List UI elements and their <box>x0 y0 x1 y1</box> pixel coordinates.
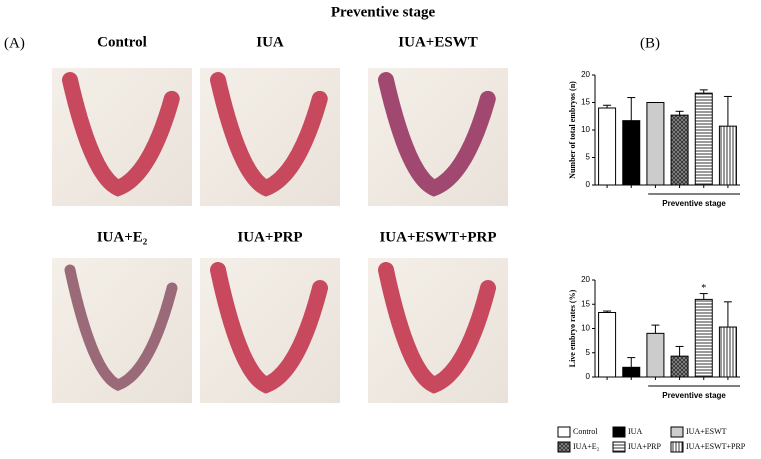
uterus-horn <box>210 262 328 394</box>
bar <box>718 326 737 378</box>
panel-label: (A) <box>4 35 25 51</box>
y-tick-label: 20 <box>581 70 590 79</box>
legend-label: IUA+E₂ <box>573 442 600 451</box>
uterus-horn <box>378 72 496 197</box>
group-label: Preventive stage <box>662 199 726 208</box>
legend-label: IUA+PRP <box>628 442 662 451</box>
bar <box>646 332 665 378</box>
legend-swatch <box>557 441 571 453</box>
photo-label: IUA+ESWT <box>398 34 477 50</box>
photo-label: IUA+PRP <box>237 229 302 245</box>
group-label: Preventive stage <box>662 391 726 400</box>
legend-label: IUA <box>628 427 642 436</box>
y-tick-label: 10 <box>581 125 590 134</box>
y-axis-label: Live embryo rates (%) <box>568 289 577 367</box>
y-tick-label: 10 <box>581 324 590 333</box>
y-tick-label: 0 <box>586 180 591 189</box>
significance-mark: * <box>701 283 706 294</box>
y-tick-label: 0 <box>586 372 591 381</box>
y-tick-label: 15 <box>581 299 590 308</box>
photo-label: IUA+ESWT+PRP <box>379 229 496 245</box>
legend-label: IUA+ESWT+PRP <box>686 442 746 451</box>
bar <box>622 366 641 378</box>
figure-title: Preventive stage <box>331 4 436 20</box>
y-tick-label: 20 <box>581 275 590 284</box>
legend-swatch <box>670 426 684 438</box>
bar <box>670 114 689 186</box>
y-axis-label: Number of total embryos (n) <box>568 81 577 179</box>
bar <box>598 107 617 186</box>
uterus-horn <box>62 72 180 197</box>
panel-label: (B) <box>640 35 660 51</box>
uterus-horn <box>210 72 328 197</box>
bar <box>694 92 713 186</box>
bar <box>670 355 689 378</box>
legend-swatch <box>557 426 571 438</box>
legend-label: IUA+ESWT <box>686 427 727 436</box>
uterus-horn <box>64 264 178 391</box>
photo-label: Control <box>97 34 147 50</box>
bar <box>646 102 665 186</box>
bar <box>694 298 713 378</box>
photo-label: IUA <box>256 34 284 50</box>
legend-swatch <box>612 426 626 438</box>
y-tick-label: 5 <box>586 348 591 357</box>
y-tick-label: 15 <box>581 98 590 107</box>
legend-label: Control <box>573 427 598 436</box>
legend-swatch <box>612 441 626 453</box>
uterus-horn <box>378 262 496 394</box>
bar <box>598 311 617 378</box>
legend-swatch <box>670 441 684 453</box>
y-tick-label: 5 <box>586 153 591 162</box>
bar <box>622 120 641 186</box>
photo-label: IUA+E₂ <box>97 229 148 245</box>
bar <box>718 125 737 186</box>
